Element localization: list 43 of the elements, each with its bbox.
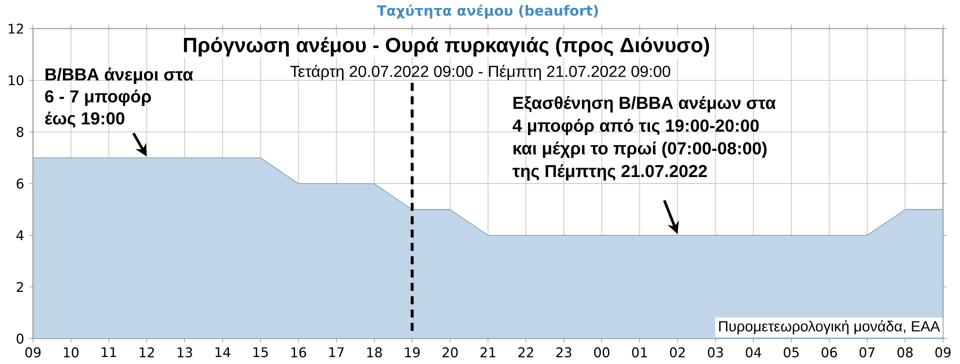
x-tick-label: 05: [784, 347, 799, 358]
annotation: 6 - 7 μποφόρ: [45, 90, 151, 106]
y-tick-label: 10: [8, 75, 24, 86]
x-tick-label: 21: [480, 347, 496, 358]
annotation: 4 μποφόρ από τις 19:00-20:00: [512, 119, 759, 136]
y-tick-label: 2: [16, 282, 23, 292]
y-tick-label: 12: [8, 24, 23, 34]
x-tick-label: 02: [670, 347, 685, 358]
annotation: Πυρομετεωρολογική μονάδα, ΕΑΑ: [719, 320, 940, 335]
x-tick-label: 07: [860, 347, 875, 358]
x-tick-label: 09: [25, 347, 41, 358]
x-tick-label: 20: [442, 347, 458, 358]
x-tick-label: 13: [178, 347, 192, 358]
x-tick-label: 09: [935, 347, 951, 358]
x-tick-label: 00: [594, 347, 610, 358]
x-tick-label: 14: [216, 348, 230, 358]
y-tick-label: 6: [16, 178, 24, 189]
x-tick-label: 16: [291, 347, 306, 358]
x-tick-label: 12: [140, 347, 154, 358]
annotation: Τετάρτη 20.07.2022 09:00 - Πέμπτη 21.07.2022 09:00: [290, 65, 670, 80]
x-tick-label: 10: [64, 347, 79, 358]
x-tick-label: 08: [897, 347, 913, 358]
annotation: της Πέμπτης 21.07.2022: [512, 164, 707, 181]
y-tick-label: 0: [16, 334, 24, 344]
chart-title: Ταχύτητα ανέμου (beaufort): [376, 4, 598, 19]
x-tick-label: 11: [102, 348, 116, 358]
annotation: Εξασθένηση Β/ΒΒΑ ανέμων στα: [514, 96, 776, 113]
y-tick-label: 4: [16, 230, 24, 240]
x-tick-label: 17: [329, 348, 344, 358]
x-tick-label: 22: [518, 347, 534, 358]
x-tick-label: 04: [746, 347, 762, 358]
annotation: Β/ΒΒΑ άνεμοι στα: [46, 68, 194, 84]
x-tick-label: 03: [708, 347, 723, 358]
x-tick-label: 18: [367, 347, 382, 358]
x-tick-label: 01: [632, 347, 647, 358]
x-tick-label: 19: [405, 347, 420, 358]
x-tick-label: 06: [822, 347, 837, 358]
chart-subtitle: Πρόγνωση ανέμου - Ουρά πυρκαγιάς (προς Διόνυσο): [184, 37, 710, 57]
x-tick-label: 15: [253, 348, 268, 358]
annotation: και μέχρι το πρωί (07:00-08:00): [514, 142, 767, 158]
annotation: έως 19:00: [45, 112, 124, 128]
x-tick-label: 23: [556, 347, 572, 358]
y-tick-label: 8: [16, 127, 24, 138]
